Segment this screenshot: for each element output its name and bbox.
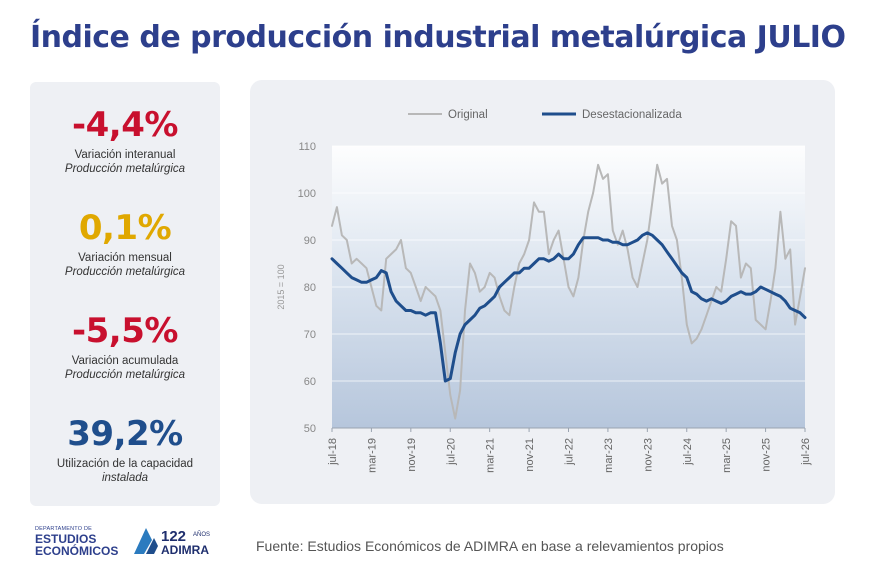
x-tick-label: nov-21 [524,438,536,472]
stats-panel: -4,4% Variación interanual Producción me… [30,82,220,506]
source-note: Fuente: Estudios Económicos de ADIMRA en… [256,538,724,554]
y-tick-label: 70 [304,329,316,341]
x-tick-label: nov-19 [406,438,418,472]
x-tick-label: mar-21 [485,438,497,473]
y-tick-label: 50 [304,423,316,435]
x-tick-label: jul-22 [564,438,576,466]
logo-small-text: DEPARTAMENTO DE [35,526,92,532]
x-tick-label: nov-23 [642,438,654,472]
y-tick-label: 90 [304,235,316,247]
x-tick-label: jul-20 [445,438,457,466]
adimra-years: AÑOS [193,531,210,538]
page-title: Índice de producción industrial metalúrg… [30,20,846,55]
stat-sublabel: Producción metalúrgica [64,163,186,175]
stat-sublabel: Producción metalúrgica [64,266,186,278]
stat-label: Variación mensual [78,252,172,264]
line-chart: 50 60 70 80 90 100 110 2015 = 100 jul-18 mar-19 no… [276,109,812,473]
x-tick-label: jul-24 [682,438,694,466]
x-tick-label: jul-18 [327,438,339,466]
series-desestacionalizada-line [330,231,807,383]
stat-sublabel: Producción metalúrgica [64,369,186,381]
logo-line-1: ESTUDIOS [35,532,97,546]
adimra-mark-icon [146,538,158,554]
estudios-economicos-logo: DEPARTAMENTO DE ESTUDIOS ECONÓMICOS [35,526,118,557]
y-tick-label: 110 [298,141,316,153]
stat-label: Variación acumulada [71,355,179,367]
stat-value: -4,4% [72,105,178,145]
y-tick-label: 100 [298,188,316,200]
legend-label: Original [448,109,488,121]
stat-mensual: 0,1% Variación mensual Producción metalú… [30,209,220,279]
legend-label: Desestacionalizada [582,109,682,121]
adimra-name: ADIMRA [161,543,209,557]
x-tick-label: jul-26 [800,438,812,466]
stat-value: 39,2% [67,414,183,454]
x-tick-label: mar-23 [603,438,615,473]
x-tick-label: nov-25 [761,438,773,472]
stat-capacidad: 39,2% Utilización de la capacidad instal… [30,415,220,485]
stat-label: Utilización de la capacidad [56,458,194,470]
stat-interanual: -4,4% Variación interanual Producción me… [30,106,220,176]
chart-card: 50 60 70 80 90 100 110 2015 = 100 jul-18 mar-19 no… [250,80,835,504]
stat-acumulada: -5,5% Variación acumulada Producción met… [30,312,220,382]
stat-value: 0,1% [78,208,172,248]
adimra-mark-icon [134,528,152,554]
x-tick-label: mar-19 [366,438,378,473]
logo-line-2: ECONÓMICOS [35,544,119,558]
series-original-line [331,163,806,420]
y-axis-label: 2015 = 100 [276,264,286,309]
x-tick-label: mar-25 [721,438,733,473]
adimra-number: 122 [161,528,186,545]
adimra-logo: 122 AÑOS ADIMRA [134,528,210,557]
y-tick-label: 80 [304,282,316,294]
stat-label: Variación interanual [74,149,176,161]
stat-sublabel: instalada [101,472,149,484]
stat-value: -5,5% [72,311,178,351]
y-tick-label: 60 [304,376,316,388]
